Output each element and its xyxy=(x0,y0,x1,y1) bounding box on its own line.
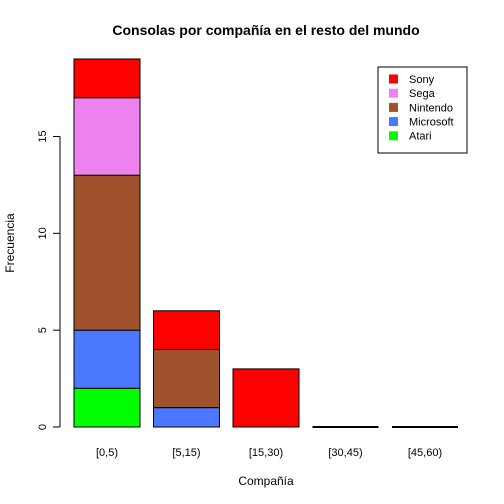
legend-swatch-sega xyxy=(389,89,398,98)
y-axis: 0 5 10 15 xyxy=(37,130,60,430)
x-tick-label: [45,60) xyxy=(408,447,442,459)
y-tick-label: 5 xyxy=(37,327,49,333)
y-tick-label: 10 xyxy=(37,227,49,239)
legend-label-nintendo: Nintendo xyxy=(409,102,453,114)
x-tick-label: [30,45) xyxy=(328,447,362,459)
legend: Sony Sega Nintendo Microsoft Atari xyxy=(378,67,467,153)
x-tick-labels: [0,5) [5,15) [15,30) [30,45) [45,60) xyxy=(96,447,442,459)
x-tick-label: [0,5) xyxy=(96,447,118,459)
bar-sony-5-15 xyxy=(154,311,220,350)
legend-swatch-nintendo xyxy=(389,103,398,112)
legend-swatch-sony xyxy=(389,75,398,84)
legend-label-microsoft: Microsoft xyxy=(409,116,454,128)
bar-atari-0-5 xyxy=(74,388,140,427)
legend-label-atari: Atari xyxy=(409,131,432,143)
bar-microsoft-5-15 xyxy=(154,408,220,427)
bar-microsoft-0-5 xyxy=(74,330,140,388)
x-tick-label: [15,30) xyxy=(249,447,283,459)
y-tick-label: 0 xyxy=(37,424,49,430)
x-axis-label: Compañía xyxy=(238,474,294,488)
legend-label-sony: Sony xyxy=(409,74,435,86)
bar-sony-15-30 xyxy=(233,369,299,427)
x-tick-label: [5,15) xyxy=(172,447,200,459)
bar-sony-0-5 xyxy=(74,59,140,98)
legend-swatch-microsoft xyxy=(389,117,398,126)
bar-nintendo-5-15 xyxy=(154,350,220,408)
bar-nintendo-0-5 xyxy=(74,175,140,330)
legend-label-sega: Sega xyxy=(409,88,436,100)
y-axis-label: Frecuencia xyxy=(3,213,17,273)
y-tick-label: 15 xyxy=(37,130,49,142)
legend-swatch-atari xyxy=(389,131,398,140)
bar-sega-0-5 xyxy=(74,98,140,175)
chart-title: Consolas por compañía en el resto del mu… xyxy=(112,22,419,38)
